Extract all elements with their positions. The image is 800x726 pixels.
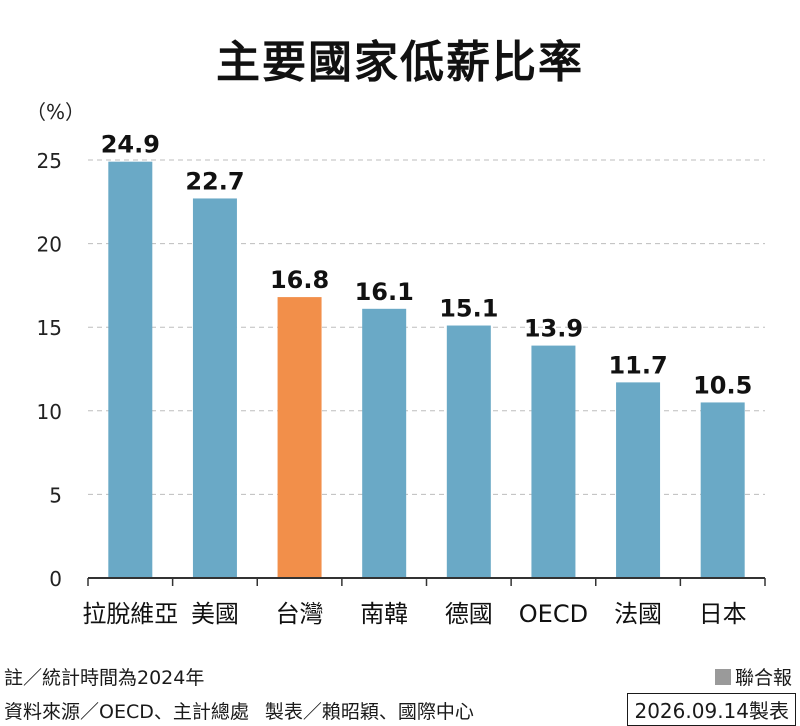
data-label: 10.5 bbox=[693, 371, 752, 399]
chart-title: 主要國家低薪比率 bbox=[216, 37, 584, 88]
chart-panel: 主要國家低薪比率 （%） 0 5 10 15 20 25 24.9 拉脫維亞 22.7 美國 16.… bbox=[26, 37, 766, 628]
data-label: 22.7 bbox=[185, 167, 244, 195]
x-tick-label: 台灣 bbox=[276, 600, 324, 628]
bar bbox=[192, 198, 237, 578]
bar bbox=[362, 308, 407, 578]
x-tick-label: 日本 bbox=[699, 600, 747, 628]
y-axis-unit-label: （%） bbox=[26, 100, 86, 124]
x-tick-label: 拉脫維亞 bbox=[82, 600, 178, 628]
x-tick-label: OECD bbox=[519, 600, 588, 628]
brand: 聯合報 bbox=[714, 663, 792, 690]
y-tick-label: 20 bbox=[37, 233, 62, 257]
bar bbox=[531, 345, 576, 578]
footer: 註／統計時間為2024年 聯合報 資料來源／OECD、主計總處 製表／賴昭穎、國… bbox=[0, 655, 800, 726]
bar-chart: 0 5 10 15 20 25 24.9 拉脫維亞 22.7 美國 16.8 台灣 16.1 南韓 15.1… bbox=[37, 131, 766, 628]
bar bbox=[108, 161, 153, 578]
brand-square-icon bbox=[714, 668, 731, 685]
x-tick-label: 法國 bbox=[614, 600, 662, 628]
x-tick-label: 南韓 bbox=[360, 600, 408, 628]
y-tick-label: 15 bbox=[37, 316, 62, 340]
x-tick-label: 德國 bbox=[445, 600, 493, 628]
bar bbox=[616, 382, 661, 578]
source-text: 資料來源／OECD、主計總處 bbox=[4, 701, 249, 723]
y-tick-label: 25 bbox=[37, 149, 62, 173]
data-label: 11.7 bbox=[608, 351, 667, 379]
bar bbox=[700, 402, 745, 578]
date-stamp: 2026.09.14製表 bbox=[627, 693, 796, 726]
source-line: 資料來源／OECD、主計總處 製表／賴昭穎、國際中心 bbox=[4, 697, 474, 724]
data-label: 16.8 bbox=[270, 266, 329, 294]
data-label: 24.9 bbox=[101, 131, 160, 159]
brand-label: 聯合報 bbox=[734, 667, 792, 689]
y-tick-label: 5 bbox=[49, 483, 62, 507]
data-label: 15.1 bbox=[439, 295, 498, 323]
footer-note: 註／統計時間為2024年 bbox=[4, 667, 205, 689]
x-tick-label: 美國 bbox=[191, 600, 239, 628]
y-tick-label: 0 bbox=[49, 567, 62, 591]
y-tick-label: 10 bbox=[37, 400, 62, 424]
data-label: 13.9 bbox=[524, 315, 583, 343]
maker-text: 製表／賴昭穎、國際中心 bbox=[264, 701, 474, 723]
bar bbox=[277, 297, 322, 578]
data-label: 16.1 bbox=[355, 278, 414, 306]
bar bbox=[446, 325, 491, 578]
